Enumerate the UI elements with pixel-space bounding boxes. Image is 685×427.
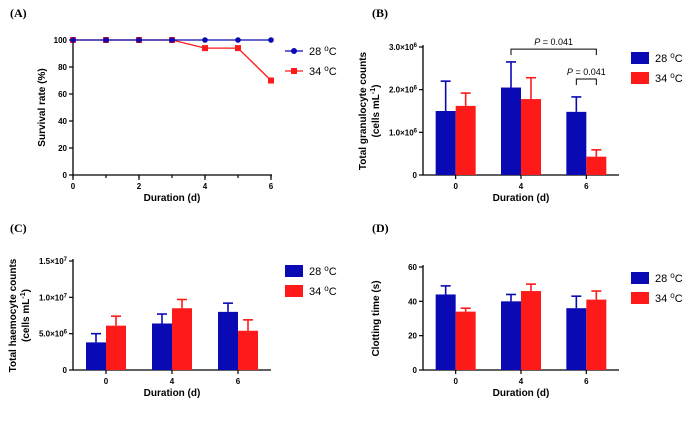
y-axis-unit: (cells mL-1) (370, 85, 382, 138)
y-tick-label: 60 (408, 263, 417, 272)
bar-34 (172, 308, 192, 370)
panel-label: (A) (10, 6, 27, 20)
y-axis-title: Total granulocyte counts (358, 51, 369, 170)
legend-swatch (631, 52, 649, 64)
y-tick-label: 0 (413, 366, 418, 375)
data-point (136, 37, 142, 43)
x-tick-label: 0 (453, 182, 458, 191)
bar-28 (435, 111, 456, 175)
data-point (202, 37, 208, 43)
p-value-label: P = 0.041 (567, 67, 606, 77)
significance-bracket (510, 48, 597, 56)
bar-28 (86, 342, 106, 370)
bar-34 (586, 299, 607, 370)
x-axis-title: Duration (d) (144, 388, 201, 399)
x-tick-label: 0 (453, 377, 458, 386)
legend-marker (291, 48, 297, 54)
series-line-34 (73, 39, 272, 81)
x-tick-label: 0 (104, 377, 109, 386)
legend-label: 28 oC (309, 44, 337, 58)
data-point (235, 45, 241, 52)
significance-bracket (575, 78, 597, 85)
legend-marker (291, 68, 297, 74)
x-tick-label: 4 (519, 377, 524, 386)
bar-28 (501, 87, 521, 175)
panel-b-granulocyte-chart: (B) 0 1.0×106 2.0×106 3.0×106 0 4 6 Duration (d)… (358, 6, 683, 204)
data-point (169, 37, 175, 43)
y-axis-unit: (cells mL-1) (20, 289, 32, 342)
y-tick-label: 1.5×107 (39, 257, 68, 266)
panel-d-clotting-chart: (D) 0 20 40 60 0 4 6 Duration (d) Clotting time (… (371, 221, 683, 399)
y-tick-label: 1.0×106 (389, 128, 418, 137)
y-tick-label: 60 (58, 90, 67, 99)
bar-34 (238, 330, 258, 370)
data-point (202, 45, 208, 52)
x-tick-label: 6 (269, 182, 274, 191)
y-tick-label: 100 (54, 36, 68, 45)
bar-34 (455, 105, 476, 175)
y-tick-label: 0 (413, 171, 418, 180)
bar-28 (566, 111, 587, 175)
bar-34 (106, 325, 126, 370)
y-tick-label: 0 (63, 171, 68, 180)
y-tick-label: 2.0×106 (389, 86, 418, 95)
bar-28 (566, 308, 587, 370)
legend-label: 28 oC (655, 271, 683, 285)
legend-label: 34 oC (655, 291, 683, 305)
x-tick-label: 6 (584, 377, 589, 386)
legend-swatch (285, 265, 303, 277)
data-point (235, 37, 241, 43)
bar-34 (521, 291, 541, 370)
data-point (70, 37, 76, 43)
y-tick-label: 20 (58, 144, 67, 153)
data-point (103, 37, 109, 43)
panel-label: (C) (10, 221, 27, 235)
x-tick-label: 0 (71, 182, 76, 191)
bar-28 (218, 311, 238, 370)
x-tick-label: 6 (236, 377, 241, 386)
x-tick-label: 4 (170, 377, 175, 386)
x-tick-label: 6 (584, 182, 589, 191)
bar-34 (586, 156, 607, 175)
legend-label: 34 oC (309, 64, 337, 78)
legend-swatch (631, 72, 649, 84)
bar-34 (521, 99, 541, 175)
data-point (268, 37, 274, 43)
bar-28 (435, 294, 456, 370)
y-axis-title: Total haemocyte counts (8, 258, 19, 372)
bar-34 (455, 311, 476, 370)
legend-label: 28 oC (655, 51, 683, 65)
legend-label: 34 oC (655, 71, 683, 85)
legend-label: 34 oC (309, 284, 337, 298)
y-axis-title: Survival rate (%) (37, 68, 48, 146)
y-tick-label: 80 (58, 63, 67, 72)
x-axis-title: Duration (d) (493, 193, 550, 204)
legend-label: 28 oC (309, 264, 337, 278)
bar-28 (152, 323, 172, 370)
panel-label: (B) (372, 6, 388, 20)
x-axis-title: Duration (d) (493, 388, 550, 399)
panel-c-haemocyte-chart: (C) 0 5.0×106 1.0×107 1.5×107 0 4 6 Duration (d)… (8, 221, 337, 399)
y-axis-title: Clotting time (s) (371, 280, 382, 356)
panel-label: (D) (372, 221, 389, 235)
panel-a-survival-chart: (A) 0 20 40 60 80 100 0 2 4 6 Duration (d) Survival … (10, 6, 337, 204)
bar-28 (501, 301, 521, 370)
y-tick-label: 40 (58, 117, 67, 126)
legend-swatch (285, 285, 303, 297)
legend-swatch (631, 272, 649, 284)
y-tick-label: 5.0×106 (39, 330, 68, 339)
p-value-label: P = 0.041 (534, 37, 573, 47)
x-tick-label: 4 (203, 182, 208, 191)
x-tick-label: 2 (137, 182, 142, 191)
y-tick-label: 20 (408, 332, 417, 341)
x-tick-label: 4 (519, 182, 524, 191)
y-tick-label: 40 (408, 297, 417, 306)
x-axis-title: Duration (d) (144, 193, 201, 204)
data-point (268, 77, 274, 84)
y-tick-label: 1.0×107 (39, 293, 68, 302)
y-tick-label: 0 (63, 366, 68, 375)
y-tick-label: 3.0×106 (389, 43, 418, 52)
legend-swatch (631, 292, 649, 304)
